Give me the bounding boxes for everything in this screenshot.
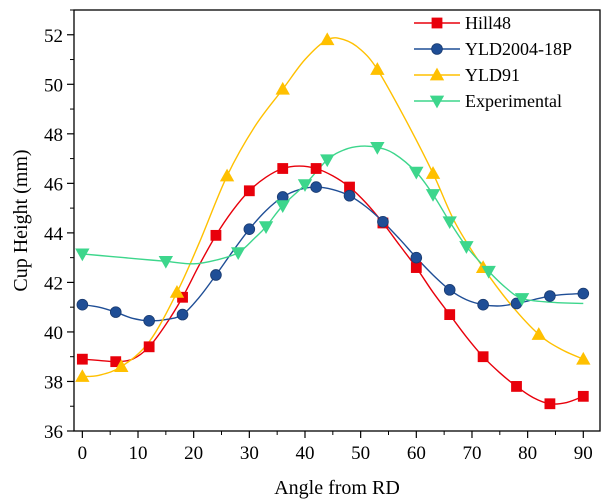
- axis-ticks: [67, 9, 584, 438]
- tick-labels: 0 10 20 30 40 50 60 70 80 90 36 38 40 42 44 46 48 50 52: [44, 26, 593, 464]
- legend-label: Hill48: [465, 13, 511, 33]
- data-point: [158, 255, 174, 269]
- y-tick-label: 52: [44, 26, 63, 47]
- data-point: [425, 166, 441, 179]
- legend-marker: [431, 43, 443, 55]
- legend-marker: [431, 17, 443, 29]
- data-point: [544, 290, 556, 302]
- y-tick-label: 44: [44, 224, 64, 245]
- data-point: [477, 351, 489, 363]
- x-tick-label: 0: [78, 443, 88, 464]
- data-point: [210, 269, 222, 281]
- data-point: [219, 168, 235, 182]
- y-tick-label: 48: [44, 125, 63, 146]
- data-point: [320, 154, 335, 168]
- x-tick-label: 30: [240, 443, 259, 464]
- plot-frame: [73, 9, 601, 432]
- legend-marker: [429, 67, 445, 81]
- data-point: [442, 216, 457, 230]
- data-point: [444, 309, 456, 321]
- data-point: [76, 353, 88, 365]
- data-point: [277, 163, 289, 174]
- x-tick-label: 50: [351, 443, 370, 464]
- data-point: [109, 306, 122, 318]
- data-point: [410, 251, 423, 264]
- x-tick-label: 60: [407, 443, 426, 464]
- data-point: [310, 181, 322, 193]
- y-tick-label: 42: [44, 273, 63, 294]
- data-point: [370, 142, 385, 155]
- data-point: [511, 381, 522, 392]
- data-point: [577, 390, 589, 402]
- data-point: [75, 248, 90, 262]
- data-point: [169, 285, 185, 298]
- data-point: [275, 200, 290, 213]
- data-point: [370, 62, 385, 75]
- x-tick-label: 70: [462, 443, 481, 464]
- data-point: [143, 341, 155, 353]
- x-axis-title: Angle from RD: [274, 477, 400, 499]
- series-line-0: [82, 165, 584, 405]
- data-point: [231, 247, 246, 261]
- data-point: [576, 351, 591, 365]
- y-axis-title: Cup Height (mm): [10, 149, 32, 291]
- data-point: [477, 298, 489, 311]
- data-point: [114, 359, 129, 373]
- legend: Hill48 YLD2004-18P YLD91 Experimental: [414, 13, 572, 111]
- legend-label: YLD91: [465, 65, 520, 85]
- data-point: [143, 314, 155, 327]
- data-point: [243, 223, 256, 235]
- series-line-1: [82, 186, 584, 322]
- legend-label: YLD2004-18P: [465, 39, 572, 59]
- series-markers: [75, 32, 591, 410]
- data-point: [343, 189, 356, 202]
- data-point: [544, 398, 556, 410]
- data-point: [297, 179, 313, 192]
- data-point: [443, 284, 456, 296]
- data-point: [459, 241, 474, 254]
- x-tick-label: 40: [295, 443, 314, 464]
- data-point: [258, 221, 274, 235]
- data-point: [320, 32, 335, 46]
- data-point: [210, 229, 222, 241]
- data-point: [425, 189, 441, 202]
- data-point: [410, 262, 422, 273]
- y-tick-label: 36: [44, 422, 63, 443]
- data-point: [75, 369, 90, 382]
- data-point: [76, 298, 89, 311]
- series-line-2: [82, 37, 584, 378]
- data-point: [176, 308, 189, 321]
- x-tick-label: 80: [518, 443, 537, 464]
- data-point: [577, 287, 590, 300]
- legend-label: Experimental: [465, 91, 562, 111]
- x-tick-label: 20: [184, 443, 203, 464]
- data-point: [531, 327, 546, 340]
- series-line-3: [82, 145, 584, 305]
- data-point: [514, 293, 530, 306]
- y-tick-label: 50: [44, 75, 63, 96]
- data-point: [481, 265, 496, 279]
- y-tick-label: 46: [44, 174, 63, 195]
- y-tick-label: 40: [44, 323, 63, 344]
- data-point: [275, 81, 290, 95]
- legend-marker: [429, 95, 445, 109]
- x-tick-label: 10: [129, 443, 148, 464]
- y-tick-label: 38: [44, 372, 63, 393]
- x-tick-label: 90: [574, 443, 593, 464]
- data-point: [377, 215, 389, 228]
- data-point: [409, 166, 424, 180]
- data-point: [310, 163, 322, 174]
- data-point: [243, 185, 255, 197]
